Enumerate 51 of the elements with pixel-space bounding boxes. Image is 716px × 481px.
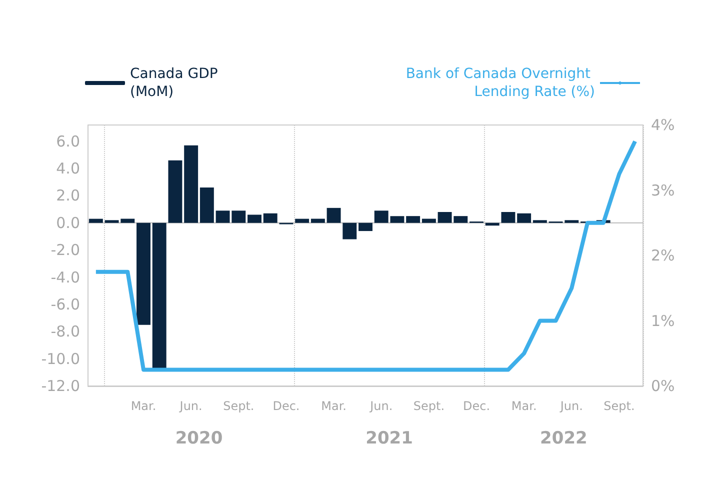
x-tick-label: Sept.	[223, 399, 254, 413]
y-tick-label: 2.0	[56, 186, 80, 205]
x-tick-label: Mar.	[511, 399, 537, 413]
bar	[517, 213, 532, 223]
bar	[501, 212, 516, 223]
bar	[358, 222, 372, 232]
y2-tick-label: 3%	[651, 181, 675, 200]
x-tick-label: Dec.	[272, 399, 300, 413]
y2-tick-label: 2%	[651, 246, 675, 264]
text: Bank of Canada Overnight Lending Rate (%)	[406, 66, 595, 100]
y-tick-label: -12.0	[41, 377, 80, 395]
line-series	[94, 139, 638, 372]
x-tick-label: Sept.	[413, 399, 444, 413]
bar	[295, 218, 310, 223]
x-tick-label: Sept.	[604, 399, 635, 413]
y2-tick-label: 1%	[651, 312, 675, 330]
y-tick-label: 0.0	[56, 214, 80, 232]
x-tick-label: Jun.	[559, 399, 583, 413]
bar	[263, 213, 278, 223]
y-tick-label: -10.0	[41, 350, 80, 368]
y-tick-label: -6.0	[50, 295, 80, 314]
bar	[200, 188, 214, 223]
bar	[406, 216, 420, 223]
bar	[152, 222, 166, 370]
y2-tick-label: 0%	[651, 377, 675, 395]
y-tick-label: -4.0	[50, 268, 80, 286]
bar	[248, 214, 262, 223]
bar	[136, 222, 150, 325]
bar	[326, 208, 341, 223]
x-tick-label: Mar.	[130, 399, 156, 413]
bar	[184, 145, 198, 223]
bar	[88, 218, 103, 223]
x-tick-label: Jun.	[178, 399, 202, 413]
y-tick-label: 6.0	[56, 132, 80, 150]
text: 2020	[175, 428, 223, 448]
text: 2022	[540, 428, 588, 448]
bar	[168, 160, 182, 223]
bar	[342, 222, 357, 240]
bar	[485, 222, 500, 226]
y-tick-label: -8.0	[50, 322, 80, 341]
x-tick-label: Mar.	[321, 399, 346, 413]
text: 2021	[366, 428, 413, 448]
y-tick-label: -2.0	[50, 241, 80, 260]
y2-tick-label: 4%	[651, 116, 675, 134]
legend-label: Canada GDP (MoM)	[130, 66, 222, 100]
y-tick-label: 4.0	[56, 160, 80, 178]
x-tick-label: Jun.	[369, 399, 393, 413]
bar	[422, 218, 436, 223]
x-tick-label: Dec.	[462, 399, 490, 413]
bar	[532, 220, 547, 223]
bar	[310, 218, 325, 223]
